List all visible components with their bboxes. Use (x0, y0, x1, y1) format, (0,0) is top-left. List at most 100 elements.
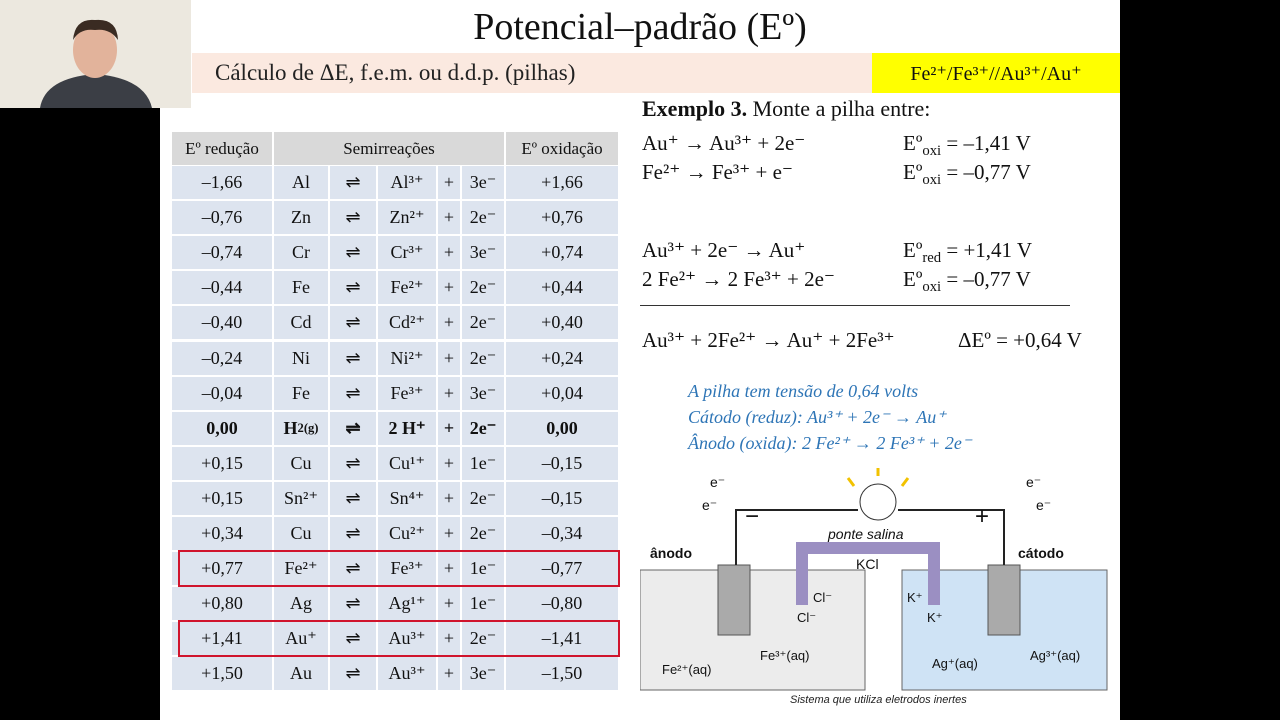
cell-text: –0,76 (201, 207, 243, 228)
header-text: Semirreações (343, 138, 435, 158)
table-cell: Zn (274, 201, 328, 235)
table-cell: +1,50 (172, 657, 272, 691)
cell-text: 3e⁻ (469, 663, 497, 684)
table-cell: –0,40 (172, 306, 272, 340)
table-cell: 2e⁻ (462, 201, 504, 235)
cell-text: ⇌ (345, 312, 361, 333)
table-cell: Fe²⁺ (274, 552, 328, 586)
table-cell: ⇌ (330, 517, 376, 551)
diagram-label: Fe²⁺(aq) (662, 662, 712, 677)
table-cell: 1e⁻ (462, 552, 504, 586)
table-cell: H 2(g) (274, 411, 328, 445)
table-cell: 3e⁻ (462, 166, 504, 200)
cell-text: –0,40 (201, 312, 243, 333)
anode-beaker (640, 569, 866, 691)
potential: Eºoxi = –1,41 V (903, 131, 1031, 160)
diagram-label: Cl⁻ (813, 590, 833, 605)
cell-text: –0,44 (201, 277, 243, 298)
table-cell: –0,04 (172, 376, 272, 410)
table-cell: ⇌ (330, 166, 376, 200)
table-cell: ⇌ (330, 622, 376, 656)
tag: Fe²⁺/Fe³⁺//Au³⁺/Au⁺ (910, 63, 1082, 85)
cell-text: + (443, 312, 455, 333)
table-cell: –0,15 (506, 446, 618, 480)
cell-text: + (443, 347, 455, 368)
cell-text: Fe²⁺ (390, 277, 424, 298)
cell-text: 2e⁻ (469, 417, 497, 438)
cell-text: Fe (292, 382, 310, 403)
diagram-label: e⁻ (710, 474, 726, 490)
cell-text: +0,15 (201, 487, 243, 508)
cell-text: +0,44 (541, 277, 583, 298)
presenter (0, 0, 191, 108)
cell-text: + (443, 593, 455, 614)
cell-text: Cu¹⁺ (389, 452, 425, 473)
cell-text: 2e⁻ (469, 628, 497, 649)
cell-text: ⇌ (345, 487, 361, 508)
cell-text: 2e⁻ (469, 523, 497, 544)
potential-rest: = –1,41 V (941, 131, 1031, 155)
table-cell: ⇌ (330, 271, 376, 305)
potential-rest: = –0,77 V (941, 267, 1031, 291)
table-cell: ⇌ (330, 481, 376, 515)
species-sub: 2(g) (297, 420, 319, 435)
cell-text: + (443, 382, 455, 403)
table-cell: 2e⁻ (462, 517, 504, 551)
table-cell: ⇌ (330, 201, 376, 235)
table-cell: –0,80 (506, 587, 618, 621)
cell-text: 2e⁻ (469, 277, 497, 298)
cell-text: Fe (292, 277, 310, 298)
cell-text: ⇌ (345, 593, 361, 614)
cell-text: + (443, 417, 455, 438)
table-cell: –0,15 (506, 481, 618, 515)
cell-text: +1,41 (201, 628, 243, 649)
potential: Eºred = +1,41 V (903, 238, 1032, 267)
table-cell: –1,66 (172, 166, 272, 200)
potential-base: Eº (903, 131, 923, 155)
hair (73, 19, 118, 40)
diagram-label: ponte salina (828, 526, 904, 542)
potential: Eºoxi = –0,77 V (903, 267, 1031, 296)
cell-text: Zn (291, 207, 311, 228)
cell-text: Al³⁺ (390, 172, 424, 193)
cell-text: Cu (290, 452, 312, 473)
cell-text: +0,76 (541, 207, 583, 228)
diagram-label: Ag⁺(aq) (932, 656, 978, 671)
table-cell: 1e⁻ (462, 587, 504, 621)
cell-diagram (640, 468, 1108, 691)
cell-text: 1e⁻ (469, 558, 497, 579)
table-cell: Au (274, 657, 328, 691)
cell-text: Sn²⁺ (284, 487, 318, 508)
diagram-label: K⁺ (907, 590, 923, 605)
table-cell: Cu (274, 517, 328, 551)
species: H (283, 417, 298, 438)
cell-text: Ni²⁺ (390, 347, 424, 368)
equation: 2 Fe²⁺ → 2 Fe³⁺ + 2e⁻ (642, 267, 836, 291)
potential-base: Eº (903, 160, 923, 184)
potential-sub: oxi (922, 279, 942, 296)
table-cell: Al³⁺ (378, 166, 436, 200)
diagram-label: e⁻ (702, 497, 718, 513)
cell-text: + (443, 663, 455, 684)
table-cell: –0,77 (506, 552, 618, 586)
anode-electrode (717, 564, 751, 636)
diagram-label: + (975, 503, 990, 530)
cell-text: Cr (292, 242, 310, 263)
table-cell: + (438, 411, 460, 445)
diagram-label: − (745, 503, 760, 530)
cell-text: Cr³⁺ (390, 242, 424, 263)
table-cell: +0,15 (172, 481, 272, 515)
table-cell: +0,80 (172, 587, 272, 621)
note: A pilha tem tensão de 0,64 volts (688, 381, 919, 401)
cell-text: Fe³⁺ (390, 382, 424, 403)
diagram-caption: Sistema que utiliza eletrodos inertes (790, 694, 967, 706)
table-cell: Cu (274, 446, 328, 480)
table-cell: + (438, 587, 460, 621)
table-cell: + (438, 306, 460, 340)
table-cell: + (438, 376, 460, 410)
table-cell: 3e⁻ (462, 376, 504, 410)
cell-text: 3e⁻ (469, 242, 497, 263)
face (73, 22, 117, 78)
table-cell: +0,77 (172, 552, 272, 586)
cell-text: Zn²⁺ (389, 207, 425, 228)
